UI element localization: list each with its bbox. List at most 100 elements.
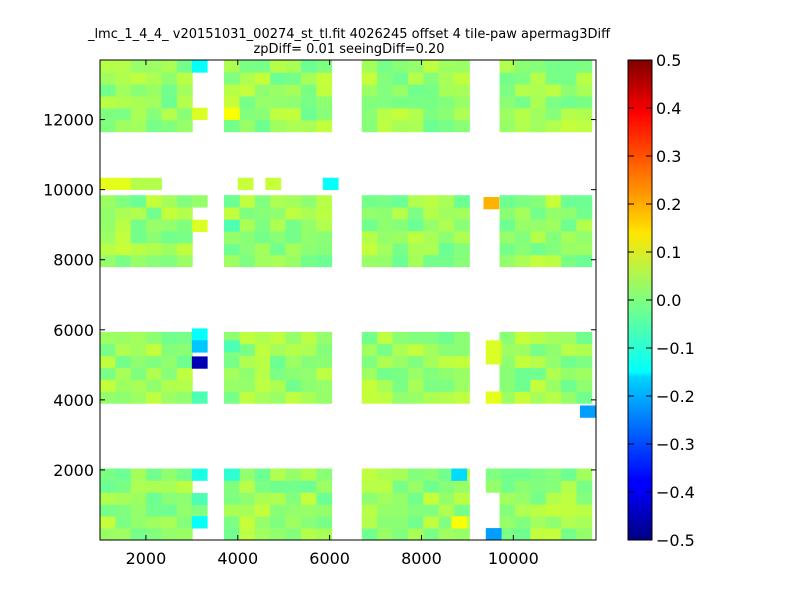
heatmap-cell [300, 219, 317, 232]
heatmap-cell [423, 96, 440, 109]
heatmap-cell [254, 254, 271, 268]
heatmap-cell [454, 331, 470, 345]
heatmap-cell [146, 391, 162, 404]
heatmap-cell [130, 343, 147, 357]
heatmap-cell [499, 230, 516, 244]
heatmap-cell-highlight [451, 516, 468, 529]
heatmap-cell [576, 219, 593, 232]
heatmap-cell [239, 379, 256, 392]
heatmap-cell [514, 468, 531, 481]
heatmap-cell [407, 528, 424, 541]
heatmap-cell [130, 219, 147, 232]
heatmap-cell [530, 254, 547, 268]
heatmap-cell [530, 504, 547, 517]
heatmap-cell [392, 480, 409, 493]
heatmap-cell [130, 60, 147, 73]
heatmap-cell [423, 195, 440, 208]
heatmap-cell [285, 367, 302, 380]
heatmap-cell [115, 480, 132, 493]
heatmap-cell [115, 207, 132, 220]
heatmap-cell [377, 254, 393, 268]
heatmap-cell [561, 219, 577, 232]
heatmap-cell [254, 528, 271, 541]
heatmap-cell [316, 96, 333, 109]
heatmap-cell [161, 480, 178, 493]
heatmap-cell [316, 72, 333, 85]
heatmap-cell [239, 480, 256, 493]
heatmap-cell [224, 379, 240, 392]
heatmap-cell-highlight [451, 468, 468, 481]
heatmap-cell [514, 480, 531, 493]
heatmap-cell [561, 96, 577, 109]
heatmap-cell [100, 343, 116, 357]
heatmap-cell [561, 60, 577, 73]
heatmap-cell [392, 219, 409, 232]
heatmap-cell [423, 108, 440, 121]
heatmap-cell [254, 195, 271, 208]
heatmap-cell [146, 355, 162, 369]
heatmap-cell [146, 492, 162, 505]
heatmap-cell [407, 516, 424, 529]
heatmap-cell [392, 242, 409, 256]
heatmap-cell [270, 379, 286, 392]
heatmap-cell [361, 516, 378, 529]
heatmap-cell [130, 492, 147, 505]
heatmap-cell [545, 480, 562, 493]
heatmap-cell [115, 528, 132, 541]
heatmap-cell [499, 367, 516, 380]
heatmap-cell [146, 108, 162, 121]
heatmap-cell [361, 331, 378, 345]
heatmap-cell [377, 391, 393, 404]
heatmap-cell [392, 528, 409, 541]
heatmap-cell [407, 468, 424, 481]
heatmap-cell [176, 367, 193, 380]
heatmap-cell [254, 84, 271, 97]
heatmap-cell [115, 367, 132, 380]
heatmap-cell [146, 379, 162, 392]
heatmap-cell [115, 516, 132, 529]
heatmap-cell [514, 379, 531, 392]
heatmap-cell [377, 516, 393, 529]
heatmap-cell [407, 84, 424, 97]
heatmap-cell [270, 242, 286, 256]
heatmap-cell [270, 254, 286, 268]
heatmap-cell [392, 343, 409, 357]
colorbar-tick-label: 0.3 [656, 147, 681, 166]
heatmap-cell [545, 108, 562, 121]
heatmap-cell [545, 528, 562, 541]
heatmap-cell [530, 379, 547, 392]
heatmap-cell [285, 242, 302, 256]
heatmap-cell [191, 391, 208, 404]
heatmap-cell [239, 219, 256, 232]
heatmap-cell [530, 242, 547, 256]
heatmap-cell [146, 96, 162, 109]
heatmap-cell [499, 504, 516, 517]
heatmap-cell [499, 242, 516, 256]
heatmap-cell [285, 84, 302, 97]
heatmap-cell [270, 84, 286, 97]
heatmap-cell [161, 96, 178, 109]
heatmap-cell [316, 84, 333, 97]
heatmap-cell [130, 230, 147, 244]
heatmap-cell [454, 84, 470, 97]
heatmap-cell [576, 96, 593, 109]
heatmap-cell [161, 219, 178, 232]
heatmap-cell [224, 528, 240, 541]
x-tick-label: 10000 [488, 549, 539, 568]
heatmap-cell [115, 254, 132, 268]
heatmap-cell [407, 367, 424, 380]
heatmap-cell [377, 504, 393, 517]
heatmap-cell [392, 72, 409, 85]
heatmap-cell [407, 343, 424, 357]
heatmap-cell [254, 219, 271, 232]
heatmap-cell [438, 195, 455, 208]
heatmap-cell [438, 72, 455, 85]
y-tick-label: 4000 [53, 391, 94, 410]
heatmap-cell [224, 468, 240, 481]
heatmap-cell [176, 516, 193, 529]
axes: 2000 4000 6000 8000 10000 2000 4000 6000 8000 100… [43, 60, 596, 568]
heatmap-cell [438, 207, 455, 220]
heatmap-cell [239, 242, 256, 256]
heatmap-cell [285, 480, 302, 493]
heatmap-cell [176, 108, 193, 121]
